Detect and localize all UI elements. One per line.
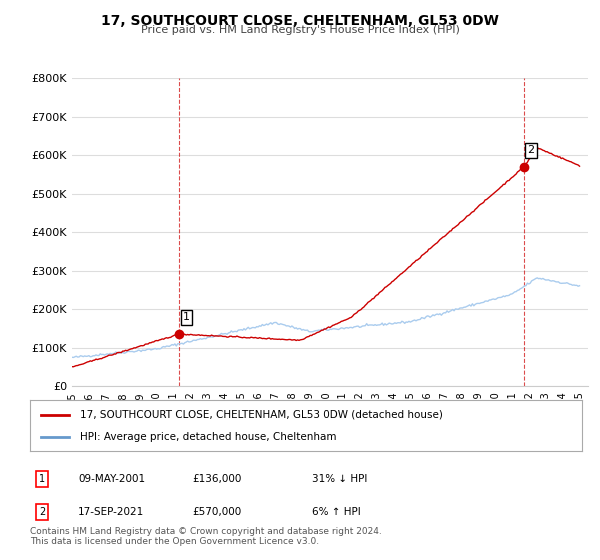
Text: 2: 2 xyxy=(39,507,45,517)
Text: 1: 1 xyxy=(39,474,45,484)
Text: £136,000: £136,000 xyxy=(192,474,241,484)
Text: £570,000: £570,000 xyxy=(192,507,241,517)
Text: 31% ↓ HPI: 31% ↓ HPI xyxy=(312,474,367,484)
Text: 17, SOUTHCOURT CLOSE, CHELTENHAM, GL53 0DW (detached house): 17, SOUTHCOURT CLOSE, CHELTENHAM, GL53 0… xyxy=(80,409,443,419)
Text: Contains HM Land Registry data © Crown copyright and database right 2024.
This d: Contains HM Land Registry data © Crown c… xyxy=(30,526,382,546)
Text: HPI: Average price, detached house, Cheltenham: HPI: Average price, detached house, Chel… xyxy=(80,432,336,442)
Text: 1: 1 xyxy=(183,312,190,323)
Text: 6% ↑ HPI: 6% ↑ HPI xyxy=(312,507,361,517)
Text: 2: 2 xyxy=(527,146,535,155)
Text: 17-SEP-2021: 17-SEP-2021 xyxy=(78,507,144,517)
Text: Price paid vs. HM Land Registry's House Price Index (HPI): Price paid vs. HM Land Registry's House … xyxy=(140,25,460,35)
Text: 17, SOUTHCOURT CLOSE, CHELTENHAM, GL53 0DW: 17, SOUTHCOURT CLOSE, CHELTENHAM, GL53 0… xyxy=(101,14,499,28)
Text: 09-MAY-2001: 09-MAY-2001 xyxy=(78,474,145,484)
